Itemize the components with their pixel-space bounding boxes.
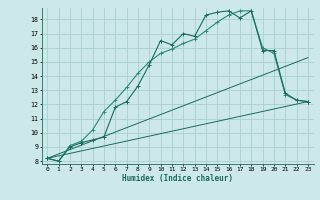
X-axis label: Humidex (Indice chaleur): Humidex (Indice chaleur) [122,174,233,183]
